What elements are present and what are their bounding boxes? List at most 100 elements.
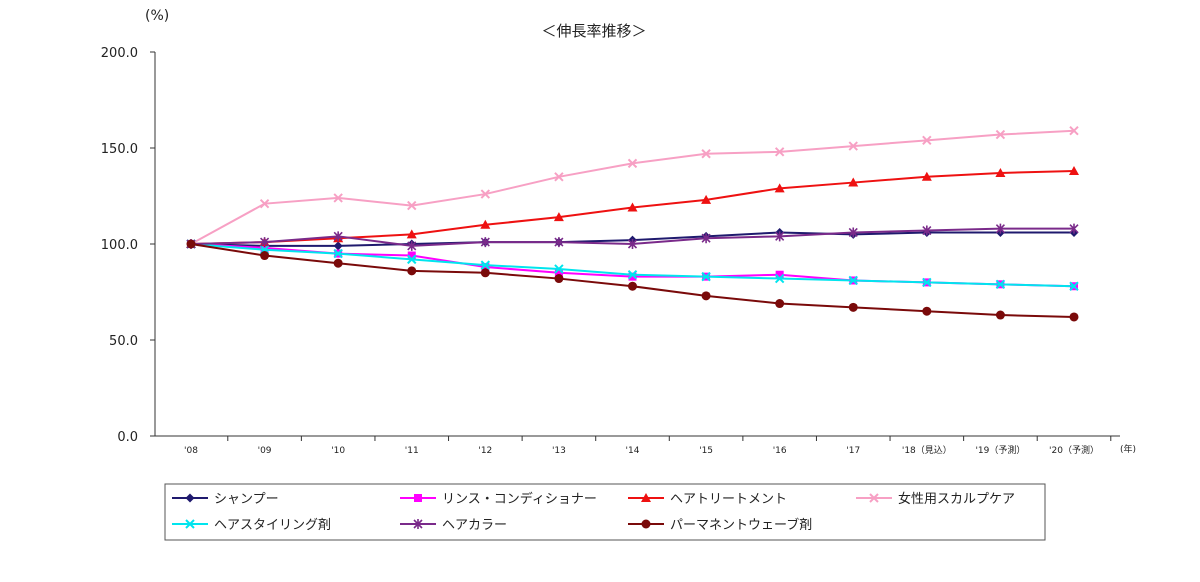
data-point bbox=[848, 227, 858, 238]
legend-swatch-marker bbox=[185, 519, 195, 529]
data-point bbox=[628, 272, 637, 281]
y-unit-label: (%) bbox=[145, 8, 169, 24]
data-point bbox=[848, 141, 858, 151]
chart-title: ＜伸長率推移＞ bbox=[541, 22, 646, 40]
legend-swatch-marker bbox=[641, 519, 651, 529]
x-tick-label: '17 bbox=[846, 446, 860, 456]
x-tick-label: '18（見込） bbox=[902, 445, 952, 456]
data-point bbox=[1069, 223, 1079, 234]
data-point bbox=[922, 306, 932, 316]
data-point bbox=[554, 268, 563, 277]
legend-item: シャンプー bbox=[172, 492, 279, 507]
data-point bbox=[701, 271, 711, 282]
data-point bbox=[921, 171, 932, 181]
data-point bbox=[701, 149, 711, 159]
data-point bbox=[774, 147, 785, 157]
y-tick-label: 100.0 bbox=[101, 238, 138, 253]
data-point bbox=[333, 241, 343, 251]
data-point bbox=[922, 135, 932, 146]
data-point bbox=[775, 270, 784, 279]
data-point bbox=[554, 172, 564, 182]
data-point bbox=[995, 223, 1005, 234]
legend-item: 女性用スカルプケア bbox=[856, 491, 1015, 507]
data-point bbox=[775, 231, 785, 242]
data-point bbox=[260, 243, 269, 252]
data-point bbox=[1069, 166, 1079, 176]
data-point bbox=[554, 274, 564, 284]
data-point bbox=[481, 263, 490, 272]
data-point bbox=[774, 183, 785, 193]
legend-item: ヘアカラー bbox=[400, 518, 507, 533]
data-point bbox=[554, 237, 564, 248]
legend-box bbox=[164, 483, 1046, 541]
legend-label: パーマネントウェーブ剤 bbox=[670, 517, 812, 533]
legend-item: パーマネントウェーブ剤 bbox=[628, 517, 812, 533]
legend-swatch-marker bbox=[185, 493, 195, 503]
y-tick-label: 50.0 bbox=[109, 334, 138, 349]
data-point bbox=[627, 270, 638, 280]
data-point bbox=[259, 198, 270, 209]
data-point bbox=[701, 233, 711, 244]
data-point bbox=[848, 275, 858, 286]
x-tick-label: '16 bbox=[773, 446, 787, 456]
data-point bbox=[922, 225, 932, 236]
x-tick-label: '09 bbox=[258, 446, 272, 456]
y-tick-label: 0.0 bbox=[117, 430, 138, 445]
data-point bbox=[333, 193, 343, 203]
data-point bbox=[848, 302, 858, 312]
data-point bbox=[627, 202, 638, 212]
data-point bbox=[333, 231, 343, 242]
legend-label: ヘアカラー bbox=[442, 518, 507, 533]
data-point bbox=[480, 189, 491, 199]
x-tick-label: '19（予測） bbox=[975, 444, 1025, 456]
legend-swatch-marker bbox=[414, 494, 422, 502]
data-point bbox=[407, 266, 417, 276]
data-point bbox=[848, 177, 859, 187]
data-point bbox=[995, 310, 1005, 320]
data-point bbox=[406, 229, 417, 239]
legend-item: ヘアトリートメント bbox=[628, 492, 787, 507]
y-tick-label: 150.0 bbox=[101, 142, 138, 157]
data-point bbox=[995, 279, 1006, 290]
legend-label: ヘアトリートメント bbox=[670, 492, 787, 507]
data-point bbox=[186, 239, 196, 249]
data-point bbox=[333, 258, 343, 268]
data-point bbox=[554, 264, 564, 274]
series-layer bbox=[186, 126, 1079, 322]
x-tick-label: '15 bbox=[699, 446, 713, 456]
data-point bbox=[407, 251, 416, 260]
legend-swatch-marker bbox=[869, 493, 879, 503]
legend-label: シャンプー bbox=[214, 492, 279, 507]
legend-item: ヘアスタイリング剤 bbox=[172, 517, 331, 533]
data-point bbox=[407, 240, 417, 251]
data-point bbox=[553, 212, 564, 222]
data-point bbox=[995, 167, 1006, 177]
data-point bbox=[627, 239, 638, 249]
series-4 bbox=[186, 126, 1079, 249]
data-point bbox=[922, 277, 932, 288]
legend-label: ヘアスタイリング剤 bbox=[214, 517, 331, 533]
data-point bbox=[480, 219, 491, 229]
series-7 bbox=[186, 239, 1079, 322]
data-point bbox=[407, 254, 417, 265]
x-tick-label: '11 bbox=[405, 446, 419, 456]
data-point bbox=[1069, 312, 1079, 322]
axes: 0.0 50.0 100.0 150.0 200.0 '08 '09 '10 '11 '12 '13… bbox=[101, 46, 1120, 456]
data-point bbox=[1069, 281, 1079, 291]
y-tick-label: 200.0 bbox=[101, 46, 138, 61]
data-point bbox=[260, 237, 270, 248]
data-point bbox=[480, 260, 491, 270]
data-point bbox=[407, 200, 417, 211]
data-point bbox=[701, 291, 711, 301]
data-point bbox=[775, 299, 785, 309]
legend-label: リンス・コンディショナー bbox=[442, 491, 597, 507]
x-unit-label: (年) bbox=[1120, 443, 1136, 455]
x-tick-label: '13 bbox=[552, 446, 566, 456]
data-point bbox=[480, 237, 490, 248]
legend-swatch-marker bbox=[641, 493, 651, 502]
data-point bbox=[628, 281, 637, 291]
data-point bbox=[701, 194, 712, 204]
data-point bbox=[774, 273, 785, 284]
data-point bbox=[480, 268, 490, 278]
